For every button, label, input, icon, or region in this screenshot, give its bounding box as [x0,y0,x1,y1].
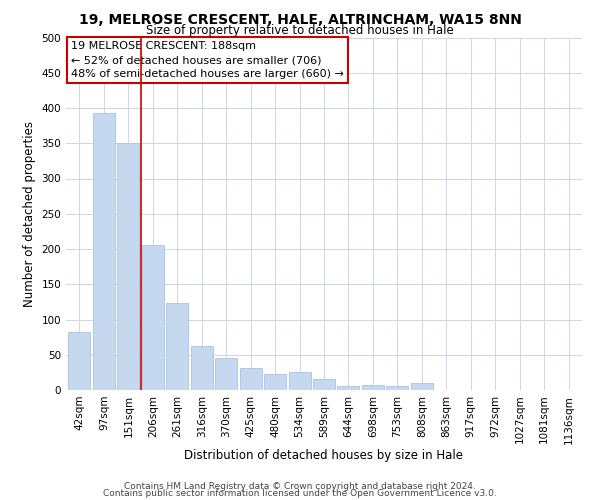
Bar [142,246,164,390]
Text: 19 MELROSE CRESCENT: 188sqm
← 52% of detached houses are smaller (706)
48% of se: 19 MELROSE CRESCENT: 188sqm ← 52% of det… [71,41,344,79]
Bar [362,385,384,390]
Bar [337,386,359,390]
Bar [264,374,286,390]
Text: Size of property relative to detached houses in Hale: Size of property relative to detached ho… [146,24,454,37]
Bar [386,386,409,390]
Text: 19, MELROSE CRESCENT, HALE, ALTRINCHAM, WA15 8NN: 19, MELROSE CRESCENT, HALE, ALTRINCHAM, … [79,12,521,26]
Bar [239,368,262,390]
Y-axis label: Number of detached properties: Number of detached properties [23,120,36,306]
Bar [68,332,91,390]
Bar [215,358,237,390]
X-axis label: Distribution of detached houses by size in Hale: Distribution of detached houses by size … [185,449,464,462]
Bar [93,113,115,390]
Bar [118,143,139,390]
Bar [166,304,188,390]
Bar [191,346,213,390]
Text: Contains public sector information licensed under the Open Government Licence v3: Contains public sector information licen… [103,490,497,498]
Bar [289,372,311,390]
Bar [411,383,433,390]
Bar [313,380,335,390]
Text: Contains HM Land Registry data © Crown copyright and database right 2024.: Contains HM Land Registry data © Crown c… [124,482,476,491]
